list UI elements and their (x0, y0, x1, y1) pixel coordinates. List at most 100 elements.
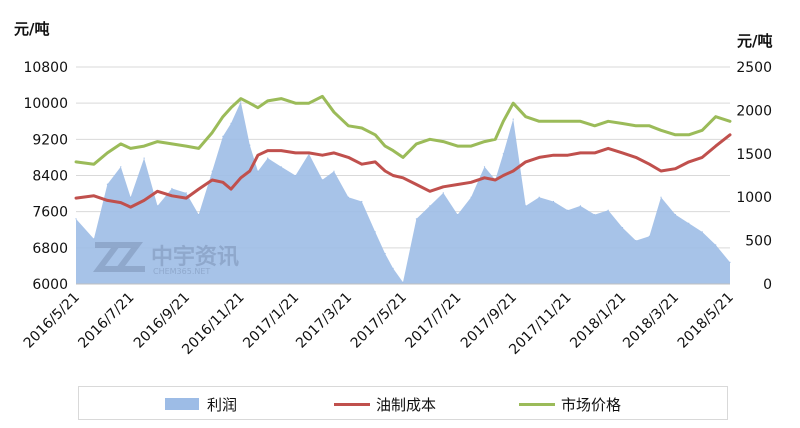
left-tick-label: 8400 (32, 169, 68, 185)
legend-label-oil-cost: 油制成本 (376, 395, 437, 414)
market-price-point (538, 120, 540, 123)
profit-point (267, 157, 269, 159)
profit-point (156, 205, 159, 207)
profit-point (415, 218, 417, 220)
market-price-point (197, 147, 200, 150)
profit-point (442, 192, 444, 194)
market-price-point (579, 120, 582, 123)
market-price-point (321, 95, 324, 98)
market-price-point (156, 140, 159, 143)
market-price-point (502, 120, 505, 123)
legend-label-profit: 利润 (207, 395, 238, 414)
market-price-point (415, 143, 418, 145)
oil-cost-point (257, 154, 259, 156)
market-price-point (129, 147, 132, 150)
oil-cost-point (347, 156, 350, 159)
legend-item-oil-cost: 油制成本 (334, 395, 437, 414)
oil-cost-point (308, 152, 310, 154)
oil-cost-point (429, 190, 431, 193)
x-tick-label: 2016/5/21 (21, 290, 83, 352)
market-price-point (607, 120, 609, 123)
right-tick-label: 1000 (736, 190, 772, 206)
profit-point (171, 187, 173, 190)
x-tick-label: 2018/3/21 (620, 290, 682, 352)
left-tick-label: 9200 (32, 132, 68, 148)
oil-cost-point (512, 170, 514, 172)
market-price-point (280, 97, 283, 100)
profit-point (552, 200, 555, 203)
oil-cost-point (222, 181, 224, 184)
svg-text:CHEM365.NET: CHEM365.NET (153, 267, 210, 276)
right-axis-unit: 元/吨 (737, 32, 773, 50)
profit-point (222, 135, 224, 137)
oil-cost-point (129, 206, 132, 208)
oil-cost-point (415, 183, 418, 186)
market-price-point (660, 129, 662, 132)
oil-cost-point (249, 170, 251, 172)
profit-point (402, 281, 404, 283)
profit-point (333, 170, 335, 172)
profit-point (457, 214, 459, 216)
svg-text:中宇资讯: 中宇资讯 (151, 245, 239, 270)
oil-cost-point (392, 174, 394, 177)
profit-point (729, 261, 731, 263)
market-price-point (75, 161, 77, 163)
profit-point (240, 101, 242, 103)
oil-cost-point (294, 152, 297, 154)
market-price-point (333, 111, 335, 113)
profit-point (198, 214, 200, 216)
market-price-point (211, 131, 213, 134)
profit-point (470, 196, 472, 198)
x-tick-label: 2016/7/21 (75, 290, 137, 352)
right-axis-ticks: 2500 2000 1500 1000 500 0 (736, 60, 772, 293)
oil-cost-point (701, 156, 703, 159)
market-price-point (593, 125, 596, 127)
oil-cost-point (524, 161, 527, 163)
market-price-point (621, 122, 624, 125)
oil-cost-point (120, 201, 122, 204)
market-price-point (483, 140, 486, 143)
oil-cost-point (197, 188, 200, 190)
market-price-point (524, 115, 527, 118)
oil-cost-point (374, 161, 377, 163)
oil-cost-point (567, 154, 569, 156)
profit-point (538, 196, 540, 198)
x-tick-label: 2017/3/21 (293, 290, 355, 352)
profit-point (280, 166, 282, 168)
line-layer (74, 94, 732, 209)
profit-point (621, 227, 624, 229)
oil-cost-point (143, 199, 145, 202)
oil-cost-point (106, 199, 109, 202)
oil-cost-point (384, 170, 386, 172)
legend-swatch-profit (165, 398, 199, 410)
x-tick-label: 2018/5/21 (675, 290, 737, 352)
right-tick-label: 1500 (736, 147, 772, 163)
profit-point (230, 122, 232, 124)
watermark-logo: 中宇资讯 CHEM365.NET (93, 242, 239, 276)
market-price-point (674, 134, 677, 136)
market-price-point (494, 138, 497, 141)
profit-area-layer (75, 101, 731, 284)
oil-cost-point (483, 177, 486, 179)
market-price-point (470, 145, 472, 147)
oil-cost-point (660, 170, 662, 172)
profit-point (257, 170, 259, 172)
market-price-point (374, 134, 377, 136)
profit-point (688, 222, 690, 224)
market-price-point (361, 127, 363, 129)
profit-point (130, 196, 132, 198)
x-tick-label: 2017/7/21 (402, 290, 464, 352)
market-price-point (648, 125, 651, 127)
market-price-point (222, 115, 224, 118)
left-tick-label: 6000 (32, 277, 68, 293)
oil-cost-point (688, 161, 690, 163)
oil-cost-point (171, 195, 173, 197)
market-price-point (120, 143, 122, 145)
oil-cost-point (321, 154, 324, 156)
oil-cost-point (156, 190, 159, 193)
oil-cost-point (333, 152, 335, 154)
oil-cost-point (494, 179, 497, 181)
oil-cost-point (211, 179, 213, 181)
oil-cost-point (552, 154, 555, 156)
x-axis-ticks: 2016/5/212016/7/212016/9/212016/11/21201… (21, 290, 737, 358)
